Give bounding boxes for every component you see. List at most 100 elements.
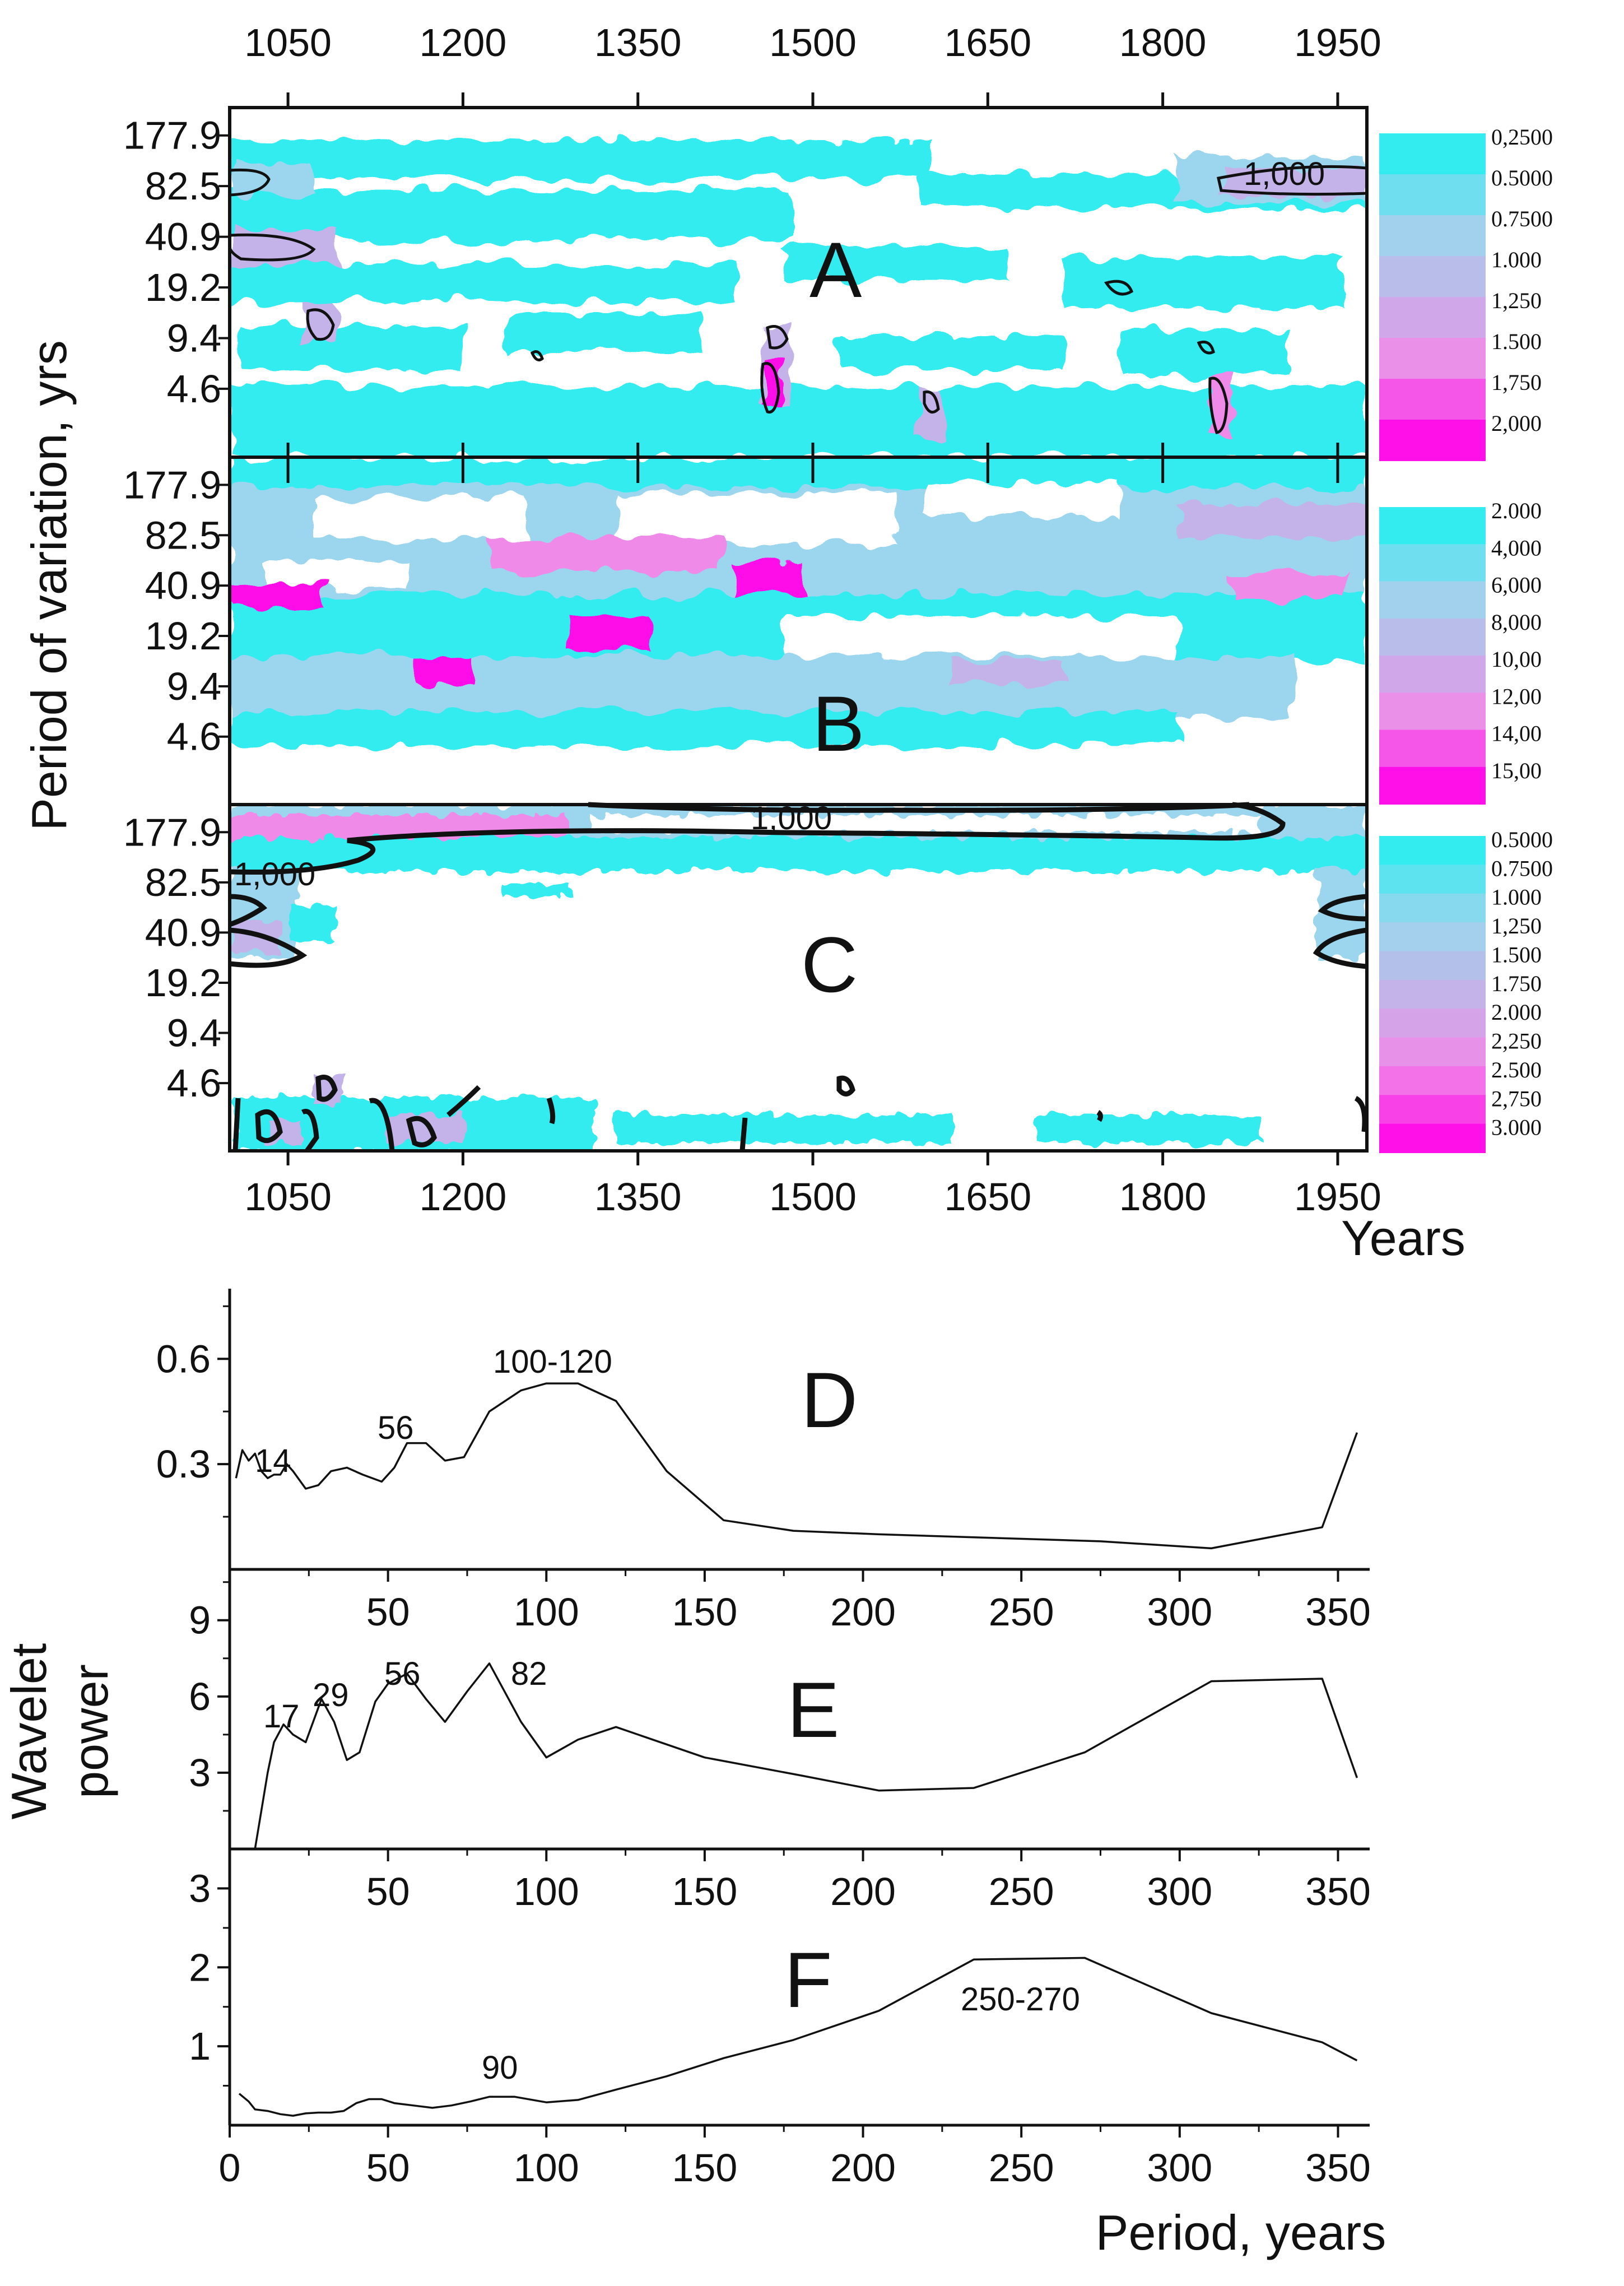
colorbar-label: 0.5000 bbox=[1491, 827, 1553, 852]
line-x-tick: 300 bbox=[1147, 1870, 1212, 1913]
heatmap-x-tick-top: 1650 bbox=[944, 21, 1031, 64]
colorbar-step bbox=[1379, 1123, 1486, 1153]
annotation-f-90: 90 bbox=[482, 2050, 518, 2086]
heatmap-x-tick-bottom: 1500 bbox=[769, 1175, 857, 1219]
line-y-tick: 6 bbox=[189, 1675, 211, 1718]
annotation-d-14: 14 bbox=[255, 1443, 291, 1479]
line-x-tick: 100 bbox=[514, 2146, 579, 2190]
panel-letter-c: C bbox=[801, 921, 858, 1009]
heatmap-x-tick-bottom: 1800 bbox=[1119, 1175, 1207, 1219]
heatmap-x-tick-top: 1050 bbox=[244, 21, 332, 64]
line-x-tick: 350 bbox=[1305, 2146, 1371, 2190]
heatmap-y-tick: 9.4 bbox=[167, 665, 221, 708]
line-x-tick: 0 bbox=[219, 2146, 241, 2190]
series-line-f bbox=[238, 1957, 1358, 2117]
heatmap-x-tick-bottom: 1950 bbox=[1294, 1175, 1381, 1219]
colorbar-label: 12,00 bbox=[1491, 684, 1542, 709]
colorbar-step bbox=[1379, 893, 1486, 923]
colorbar-label: 14,00 bbox=[1491, 721, 1542, 746]
colorbar-step bbox=[1379, 1037, 1486, 1067]
heatmap-y-tick: 40.9 bbox=[145, 910, 221, 954]
heatmap-a bbox=[228, 108, 1369, 457]
panel-letter-d: D bbox=[801, 1356, 858, 1444]
colorbar-b: 2.000 4,000 6,000 8,000 10,00 12,00 14,00 15,00 bbox=[1379, 498, 1542, 805]
colorbar-step bbox=[1379, 174, 1486, 216]
colorbar-label: 1.500 bbox=[1491, 329, 1542, 354]
heatmap-x-tick-bottom: 1050 bbox=[244, 1175, 332, 1219]
colorbar-label: 2,750 bbox=[1491, 1086, 1542, 1111]
line-x-tick: 50 bbox=[366, 2146, 410, 2190]
heatmap-y-tick: 19.2 bbox=[145, 961, 221, 1005]
heatmap-y-tick: 177.9 bbox=[123, 114, 221, 157]
line-x-tick: 150 bbox=[672, 2146, 738, 2190]
colorbar-label: 15,00 bbox=[1491, 758, 1542, 783]
colorbar-step bbox=[1379, 922, 1486, 952]
colorbar-step bbox=[1379, 544, 1486, 582]
colorbar-label: 1.750 bbox=[1491, 971, 1542, 996]
annotation-d-56: 56 bbox=[378, 1410, 414, 1446]
colorbar-step bbox=[1379, 133, 1486, 175]
panel-letter-e: E bbox=[787, 1666, 839, 1754]
heatmap-b bbox=[230, 457, 1367, 805]
heatmap-x-tick-bottom: 1350 bbox=[594, 1175, 682, 1219]
heatmap-x-tick-top: 1950 bbox=[1294, 21, 1381, 64]
heatmap-y-tick: 82.5 bbox=[145, 513, 221, 557]
heatmap-y-tick: 4.6 bbox=[167, 367, 221, 411]
heatmap-y-ticks: 177.9 82.5 40.9 19.2 9.4 4.6 177.9 82.5 40.9 19.2… bbox=[123, 114, 230, 1105]
line-x-tick: 250 bbox=[989, 1590, 1054, 1634]
colorbar-label: 3.000 bbox=[1491, 1115, 1542, 1140]
colorbar-step bbox=[1379, 979, 1486, 1010]
colorbar-step bbox=[1379, 693, 1486, 731]
colorbar-step bbox=[1379, 618, 1486, 656]
heatmap-x-tick-top: 1800 bbox=[1119, 21, 1207, 64]
colorbar-step bbox=[1379, 581, 1486, 619]
line-x-label: Period, years bbox=[1096, 2205, 1386, 2260]
heatmap-y-tick: 4.6 bbox=[167, 715, 221, 759]
line-y-tick: 0.3 bbox=[156, 1442, 211, 1486]
colorbar-step bbox=[1379, 730, 1486, 768]
annotation-f-250-270: 250-270 bbox=[961, 1981, 1080, 2018]
heatmap-y-tick: 40.9 bbox=[145, 215, 221, 259]
contour-label-a: 1,000 bbox=[1244, 156, 1325, 192]
heatmap-panels: 1050 1050 1200 1200 1350 1350 1500 1500 1650 1650… bbox=[21, 21, 1465, 1266]
colorbar-label: 10,00 bbox=[1491, 647, 1542, 672]
colorbar-c: 0.5000 0.7500 1.000 1,250 1.500 1.750 2.000 2,2… bbox=[1379, 827, 1553, 1153]
colorbar-label: 2.000 bbox=[1491, 1000, 1542, 1025]
annotation-d-100-120: 100-120 bbox=[493, 1344, 612, 1380]
heatmap-x-ticks: 1050 1050 1200 1200 1350 1350 1500 1500 1650 1650… bbox=[244, 21, 1381, 1219]
line-x-tick: 150 bbox=[672, 1870, 738, 1913]
line-x-tick: 350 bbox=[1305, 1590, 1371, 1634]
line-y-tick: 2 bbox=[189, 1945, 211, 1989]
heatmap-x-tick-top: 1500 bbox=[769, 21, 857, 64]
line-x-tick: 150 bbox=[672, 1590, 738, 1634]
annotation-e-82: 82 bbox=[511, 1656, 547, 1692]
heatmap-y-tick: 82.5 bbox=[145, 861, 221, 904]
line-y-tick: 3 bbox=[189, 1866, 211, 1910]
line-y-tick: 1 bbox=[189, 2024, 211, 2068]
line-x-tick: 50 bbox=[366, 1870, 410, 1913]
colorbar-step bbox=[1379, 256, 1486, 298]
contour-label-c-top: 1,000 bbox=[751, 800, 832, 837]
colorbar-label: 2.500 bbox=[1491, 1057, 1542, 1082]
line-y-tick: 3 bbox=[189, 1751, 211, 1795]
colorbar-label: 1,250 bbox=[1491, 913, 1542, 938]
colorbar-step bbox=[1379, 865, 1486, 894]
line-x-tick: 200 bbox=[830, 1590, 896, 1634]
line-x-tick: 300 bbox=[1147, 2146, 1212, 2190]
heatmap-x-tick-top: 1350 bbox=[594, 21, 682, 64]
colorbar-label: 0.5000 bbox=[1491, 165, 1553, 190]
heatmap-y-tick: 177.9 bbox=[123, 810, 221, 854]
series-line-e bbox=[254, 1662, 1358, 1850]
line-y-label-1: Wavelet bbox=[1, 1643, 57, 1820]
line-series bbox=[235, 1382, 1358, 2117]
line-x-tick: 200 bbox=[830, 1870, 896, 1913]
panel-letter-b: B bbox=[812, 680, 864, 768]
annotation-e-29: 29 bbox=[313, 1677, 349, 1713]
colorbar-label: 4,000 bbox=[1491, 535, 1542, 560]
colorbar-label: 8,000 bbox=[1491, 610, 1542, 635]
heatmap-x-tick-bottom: 1650 bbox=[944, 1175, 1031, 1219]
colorbar-label: 2,250 bbox=[1491, 1029, 1542, 1054]
colorbar-label: 0.7500 bbox=[1491, 856, 1553, 881]
